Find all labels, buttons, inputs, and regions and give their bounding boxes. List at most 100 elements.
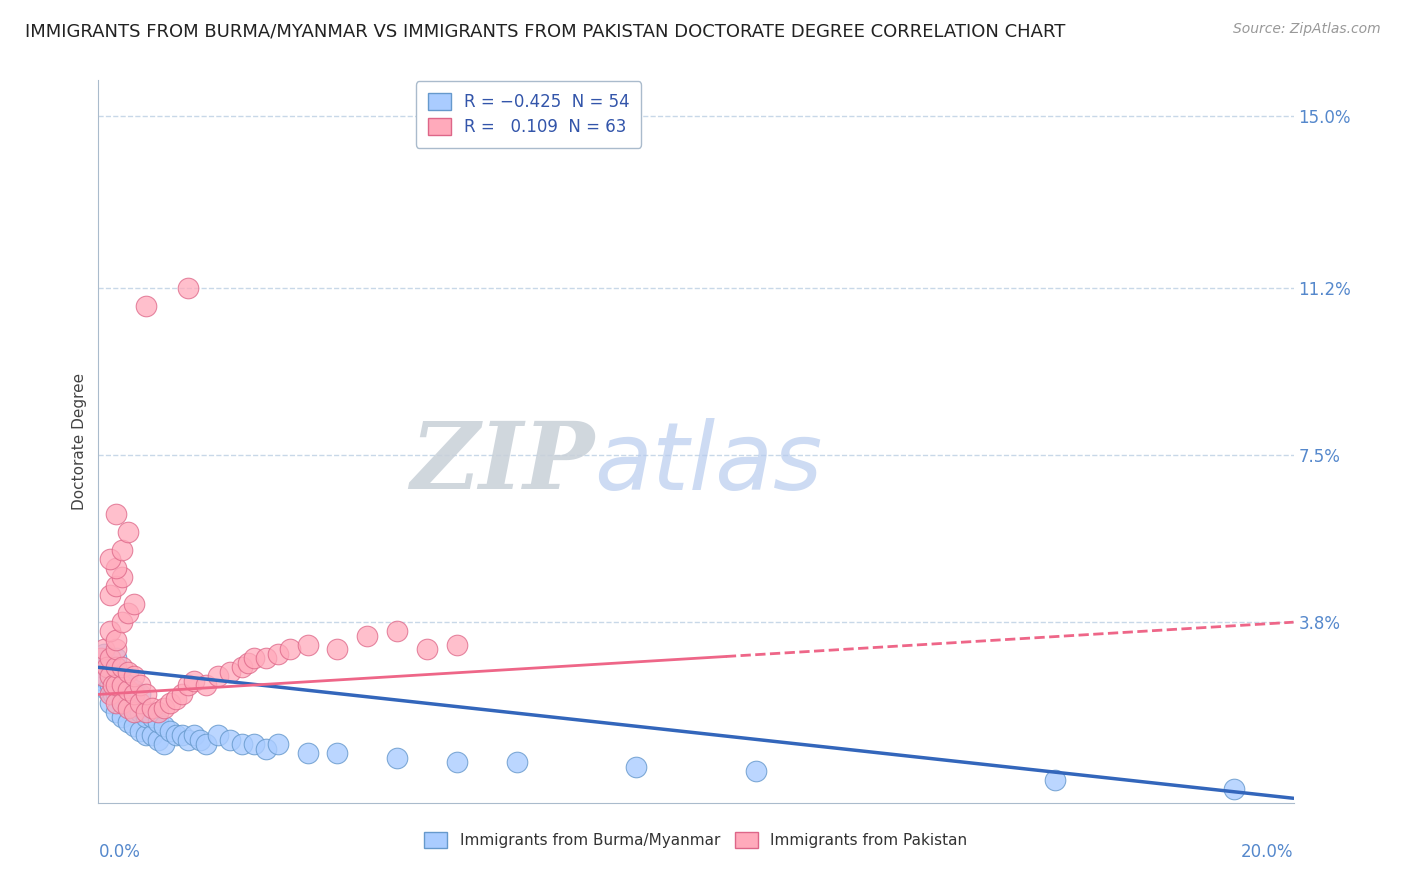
Point	[153, 719, 176, 733]
Point	[183, 728, 205, 742]
Point	[117, 678, 139, 692]
Point	[219, 732, 242, 747]
Point	[195, 678, 218, 692]
Point	[159, 697, 181, 711]
Text: 20.0%: 20.0%	[1241, 843, 1294, 861]
Point	[111, 678, 134, 692]
Legend: Immigrants from Burma/Myanmar, Immigrants from Pakistan: Immigrants from Burma/Myanmar, Immigrant…	[419, 826, 973, 855]
Point	[124, 682, 146, 697]
Y-axis label: Doctorate Degree: Doctorate Degree	[72, 373, 87, 510]
Point	[98, 660, 122, 674]
Point	[135, 706, 157, 720]
Point	[111, 710, 134, 724]
Point	[177, 678, 200, 692]
Point	[105, 678, 128, 692]
Point	[135, 710, 157, 724]
Point	[105, 706, 128, 720]
Point	[278, 642, 301, 657]
Point	[124, 597, 146, 611]
Point	[105, 507, 128, 521]
Point	[103, 687, 125, 701]
Point	[96, 660, 118, 674]
Point	[111, 660, 134, 674]
Point	[219, 665, 242, 679]
Point	[135, 687, 157, 701]
Point	[98, 651, 122, 665]
Point	[129, 706, 152, 720]
Point	[98, 687, 122, 701]
Point	[111, 692, 134, 706]
Point	[267, 647, 290, 661]
Point	[188, 732, 211, 747]
Text: Source: ZipAtlas.com: Source: ZipAtlas.com	[1233, 22, 1381, 37]
Point	[297, 746, 319, 760]
Point	[177, 732, 200, 747]
Point	[297, 638, 319, 652]
Point	[1043, 773, 1066, 788]
Point	[111, 542, 134, 557]
Point	[141, 728, 163, 742]
Point	[105, 633, 128, 648]
Point	[98, 678, 122, 692]
Point	[93, 647, 115, 661]
Point	[141, 701, 163, 715]
Point	[172, 728, 194, 742]
Point	[135, 728, 157, 742]
Point	[141, 710, 163, 724]
Point	[172, 687, 194, 701]
Point	[111, 615, 134, 630]
Point	[183, 673, 205, 688]
Point	[124, 719, 146, 733]
Point	[626, 760, 648, 774]
Point	[105, 660, 128, 674]
Point	[243, 737, 266, 751]
Point	[148, 706, 170, 720]
Point	[385, 750, 409, 764]
Point	[231, 660, 253, 674]
Text: IMMIGRANTS FROM BURMA/MYANMAR VS IMMIGRANTS FROM PAKISTAN DOCTORATE DEGREE CORRE: IMMIGRANTS FROM BURMA/MYANMAR VS IMMIGRA…	[25, 22, 1066, 40]
Point	[117, 606, 139, 620]
Point	[98, 624, 122, 639]
Point	[117, 682, 139, 697]
Point	[124, 701, 146, 715]
Point	[236, 656, 259, 670]
Point	[98, 588, 122, 602]
Point	[93, 669, 115, 683]
Point	[135, 299, 157, 313]
Point	[159, 723, 181, 738]
Point	[1223, 782, 1246, 797]
Point	[148, 732, 170, 747]
Point	[117, 524, 139, 539]
Point	[177, 281, 200, 295]
Text: ZIP: ZIP	[411, 418, 595, 508]
Point	[446, 755, 468, 769]
Point	[117, 714, 139, 729]
Point	[326, 746, 349, 760]
Point	[90, 651, 112, 665]
Point	[745, 764, 768, 779]
Point	[117, 697, 139, 711]
Point	[111, 697, 134, 711]
Point	[98, 552, 122, 566]
Point	[117, 701, 139, 715]
Point	[105, 579, 128, 593]
Point	[165, 692, 187, 706]
Point	[129, 723, 152, 738]
Point	[98, 669, 122, 683]
Point	[98, 697, 122, 711]
Point	[105, 651, 128, 665]
Point	[153, 701, 176, 715]
Point	[195, 737, 218, 751]
Text: 0.0%: 0.0%	[98, 843, 141, 861]
Point	[254, 651, 277, 665]
Point	[231, 737, 253, 751]
Point	[129, 678, 152, 692]
Point	[111, 673, 134, 688]
Point	[385, 624, 409, 639]
Point	[93, 673, 115, 688]
Text: atlas: atlas	[595, 417, 823, 508]
Point	[103, 678, 125, 692]
Point	[105, 669, 128, 683]
Point	[93, 642, 115, 657]
Point	[416, 642, 439, 657]
